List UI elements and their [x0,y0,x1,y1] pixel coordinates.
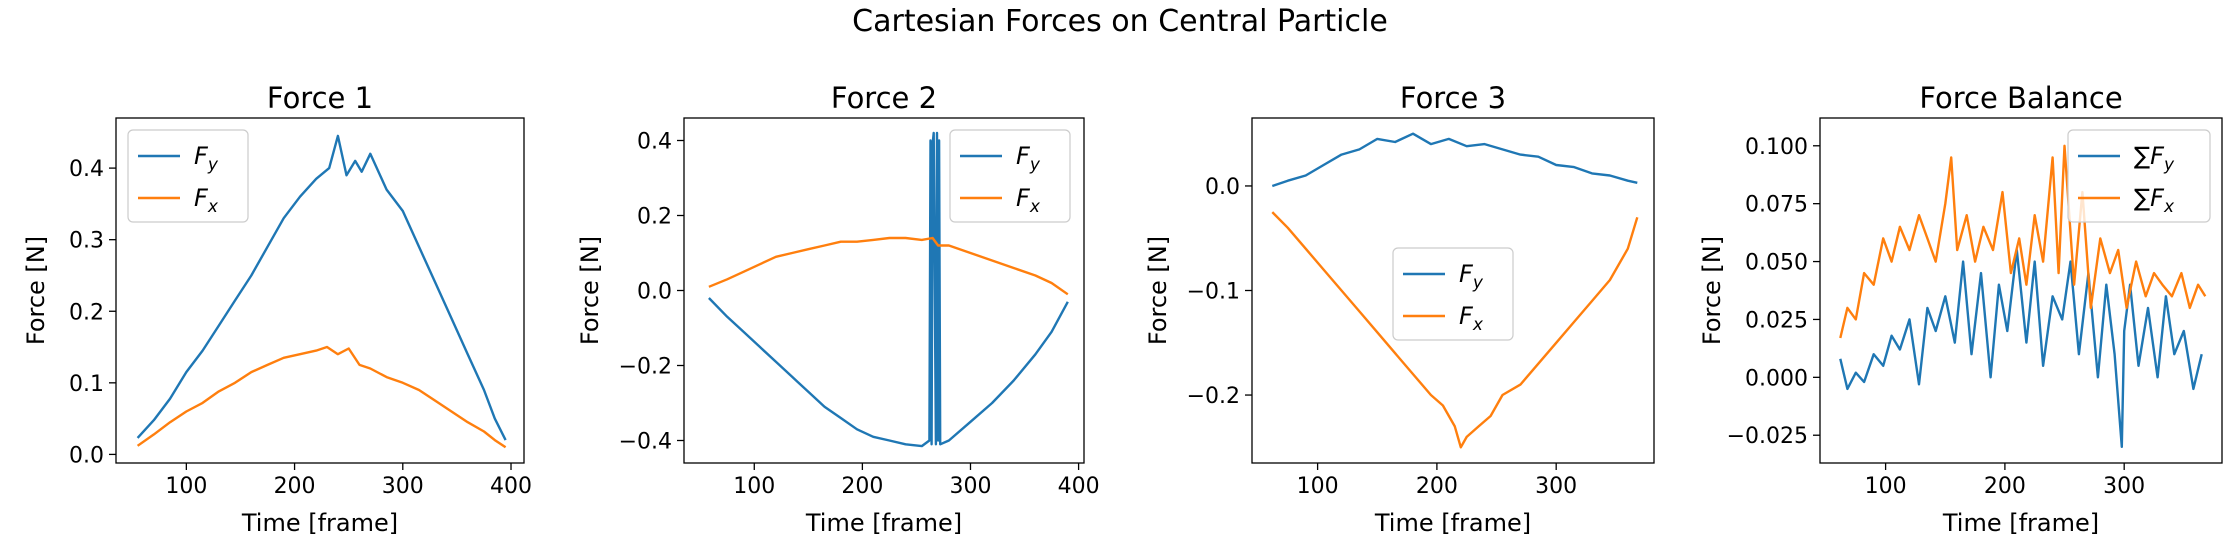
x-tick-label: 100 [1865,474,1907,499]
y-tick-label: 0.050 [1745,251,1808,276]
legend-label-y: Fy [1459,260,1484,293]
x-axis-label: Time [frame] [241,509,398,537]
y-axis-label: Force [N] [22,236,50,345]
legend-box [949,129,1071,223]
x-tick-label: 300 [1535,474,1577,499]
y-tick-label: 0.0 [1205,175,1240,200]
series-line-y [136,134,507,441]
y-tick-label: −0.4 [619,430,672,455]
legend-label-y: Fy [1016,142,1041,175]
y-tick-label: 0.3 [69,229,104,254]
series-line-y [1271,132,1638,188]
y-axis-label: Force [N] [1144,236,1172,345]
legend: Fy Fx [949,129,1071,223]
subplot-force-3: Force 3 100 200 300 −0.2 −0.1 0.0 Time [frame] F… [1144,81,1655,537]
legend-label-x: ∑Fx [2134,184,2175,217]
y-tick-label: 0.075 [1745,193,1808,218]
y-tick-label: −0.1 [1187,280,1240,305]
series-line-y [1839,248,2203,448]
y-tick-label: 0.4 [69,157,104,182]
legend-label-x: Fx [194,184,219,217]
legend-box [1392,247,1514,341]
x-tick-label: 100 [165,474,207,499]
series-line-x [708,236,1069,296]
legend: Fy Fx [1392,247,1514,341]
x-tick-label: 200 [841,474,883,499]
y-tick-label: 0.100 [1745,135,1808,160]
legend-label-x: Fx [1459,302,1484,335]
subplot-force-2: Force 2 100 200 300 400 −0.4 −0.2 0.0 0.2 0.4 Time… [576,81,1100,537]
legend-label-y: ∑Fy [2134,142,2175,175]
x-tick-label: 200 [1984,474,2026,499]
x-tick-label: 300 [2103,474,2145,499]
y-axis-label: Force [N] [1698,236,1726,345]
series-line-x [1271,211,1639,449]
y-tick-label: −0.025 [1727,424,1808,449]
x-tick-label: 300 [949,474,991,499]
y-tick-label: −0.2 [619,355,672,380]
y-axis-label: Force [N] [576,236,604,345]
x-tick-label: 400 [1058,474,1100,499]
x-tick-label: 400 [490,474,532,499]
figure-title: Cartesian Forces on Central Particle [852,4,1388,39]
y-tick-label: 0.1 [69,372,104,397]
series-line-y [708,131,1069,448]
y-tick-label: 0.0 [69,443,104,468]
x-axis-label: Time [frame] [805,509,962,537]
subplot-title: Force 2 [831,81,937,115]
y-tick-label: 0.4 [637,130,672,155]
subplot-force-balance: Force Balance 100 200 300 −0.025 0.000 0.025 0.… [1698,81,2223,537]
series-line-x [1839,144,2207,339]
x-tick-label: 100 [733,474,775,499]
x-axis-label: Time [frame] [1942,509,2099,537]
legend-box [127,129,249,223]
series-line-x [136,345,507,449]
x-tick-label: 200 [1416,474,1458,499]
x-tick-label: 100 [1297,474,1339,499]
subplot-title: Force Balance [1919,81,2122,115]
x-tick-label: 200 [274,474,316,499]
y-tick-label: 0.2 [637,205,672,230]
legend-label-y: Fy [194,142,219,175]
y-tick-label: 0.000 [1745,366,1808,391]
y-tick-label: 0.2 [69,300,104,325]
legend: Fy Fx [127,129,249,223]
x-tick-label: 300 [382,474,424,499]
legend: ∑Fy ∑Fx [2067,129,2211,223]
subplot-force-1: Force 1 100 200 300 400 0.0 0.1 0.2 0.3 0.4 Time [… [22,81,532,537]
legend-label-x: Fx [1016,184,1041,217]
subplot-title: Force 3 [1400,81,1506,115]
y-tick-label: 0.0 [637,280,672,305]
axes-frame [115,117,525,464]
axes-frame [1819,117,2223,464]
y-tick-label: −0.2 [1187,384,1240,409]
y-tick-label: 0.025 [1745,308,1808,333]
x-axis-label: Time [frame] [1374,509,1531,537]
subplot-title: Force 1 [267,81,373,115]
